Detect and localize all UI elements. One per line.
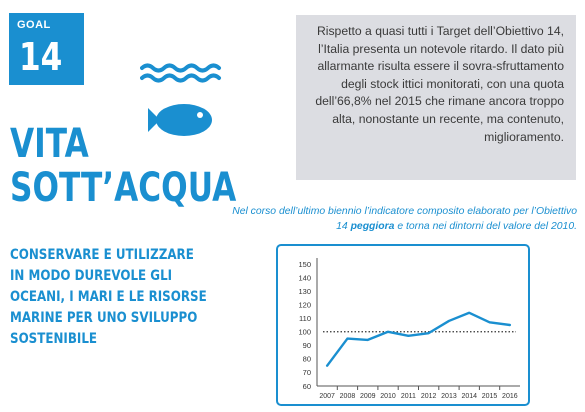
info-text: Rispetto a quasi tutti i Target dell’Obi… bbox=[315, 24, 564, 144]
data-point bbox=[427, 332, 430, 335]
y-tick-label: 60 bbox=[303, 382, 311, 391]
fish-waves-icon bbox=[140, 63, 221, 136]
page-title: VITA SOTT’ACQUA bbox=[10, 122, 236, 210]
x-tick-label: 2010 bbox=[380, 393, 396, 400]
data-point bbox=[326, 364, 329, 367]
goal-number: 14 bbox=[19, 35, 63, 79]
x-tick-label: 2008 bbox=[340, 393, 356, 400]
caption-bold: peggiora bbox=[350, 220, 395, 232]
x-tick-label: 2009 bbox=[360, 393, 376, 400]
data-point bbox=[448, 320, 450, 322]
x-tick-label: 2016 bbox=[502, 393, 518, 400]
x-tick-label: 2012 bbox=[421, 393, 437, 400]
caption-part-2: e torna nei dintorni del valore del 2010… bbox=[394, 220, 577, 232]
info-box: Rispetto a quasi tutti i Target dell’Obi… bbox=[296, 15, 576, 180]
y-tick-label: 140 bbox=[298, 273, 311, 282]
y-tick-label: 100 bbox=[298, 328, 311, 337]
x-tick-label: 2013 bbox=[441, 393, 457, 400]
y-tick-label: 70 bbox=[303, 368, 311, 377]
chart-caption: Nel corso dell’ultimo biennio l’indicato… bbox=[232, 205, 577, 234]
goal-subtitle: CONSERVARE E UTILIZZARE IN MODO DUREVOLE… bbox=[10, 247, 207, 347]
x-tick-label: 2007 bbox=[319, 393, 335, 400]
y-tick-label: 120 bbox=[298, 300, 311, 309]
data-point bbox=[468, 311, 471, 314]
y-tick-label: 80 bbox=[303, 355, 311, 364]
y-tick-label: 150 bbox=[298, 260, 311, 269]
chart-frame: 60 70 80 90 100 110 120 130 140 150 2007 2008 2009 20… bbox=[276, 244, 530, 406]
y-tick-label: 90 bbox=[303, 341, 311, 350]
data-point bbox=[508, 324, 511, 326]
title-line-1: VITA bbox=[10, 121, 89, 167]
title-line-2: SOTT’ACQUA bbox=[10, 165, 237, 211]
data-point bbox=[407, 334, 410, 337]
goal-label: GOAL bbox=[17, 19, 51, 31]
x-tick-label: 2014 bbox=[461, 393, 477, 400]
goal-badge: GOAL 14 bbox=[9, 13, 84, 85]
y-tick-label: 130 bbox=[298, 287, 311, 296]
caption-part-1: Nel corso dell’ultimo biennio l’indicato… bbox=[232, 206, 577, 232]
series-line bbox=[325, 311, 512, 367]
data-point bbox=[366, 339, 369, 341]
y-tick-label: 110 bbox=[299, 314, 311, 323]
data-point bbox=[387, 330, 389, 333]
x-tick-label: 2015 bbox=[482, 393, 498, 400]
data-point bbox=[346, 337, 349, 340]
line-chart: 60 70 80 90 100 110 120 130 140 150 2007 2008 2009 20… bbox=[298, 258, 520, 400]
data-point bbox=[488, 321, 491, 324]
x-tick-label: 2011 bbox=[401, 393, 416, 400]
